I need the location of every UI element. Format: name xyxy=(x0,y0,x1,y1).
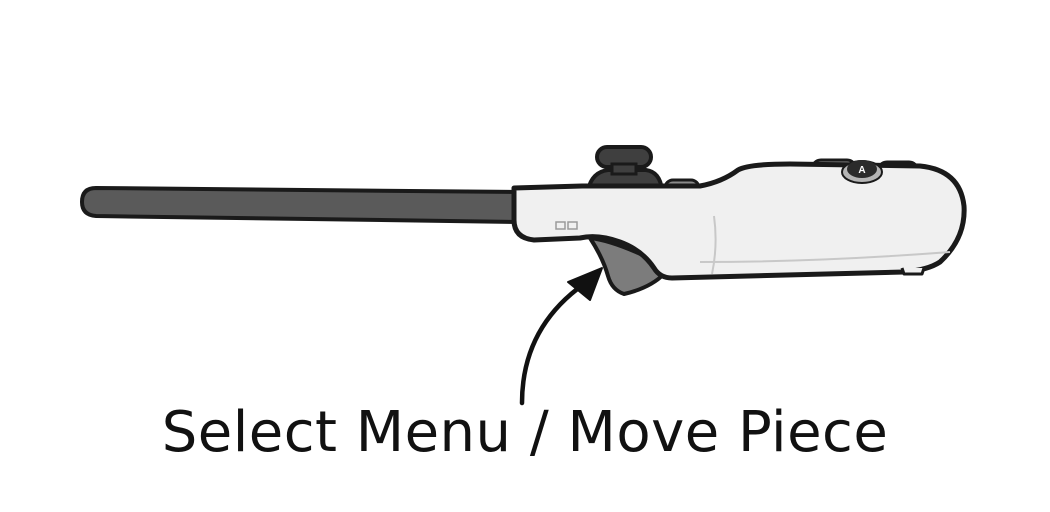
face-button-a-label: A xyxy=(858,165,865,176)
rail-tab xyxy=(900,267,926,276)
body-seam xyxy=(711,215,717,275)
caption-label: Select Menu / Move Piece xyxy=(161,400,889,465)
trigger-button xyxy=(588,236,666,296)
pointer-arrow-head xyxy=(567,267,603,301)
controller-body xyxy=(511,161,967,281)
pointer-arrow-shaft xyxy=(519,281,587,406)
analog-stick-shaft xyxy=(610,162,638,176)
face-button-a xyxy=(847,160,877,178)
rail-slot-2 xyxy=(567,221,578,230)
wrist-strap xyxy=(80,186,522,224)
rail-slot-1 xyxy=(555,221,566,230)
body-lower-edge xyxy=(699,251,951,263)
